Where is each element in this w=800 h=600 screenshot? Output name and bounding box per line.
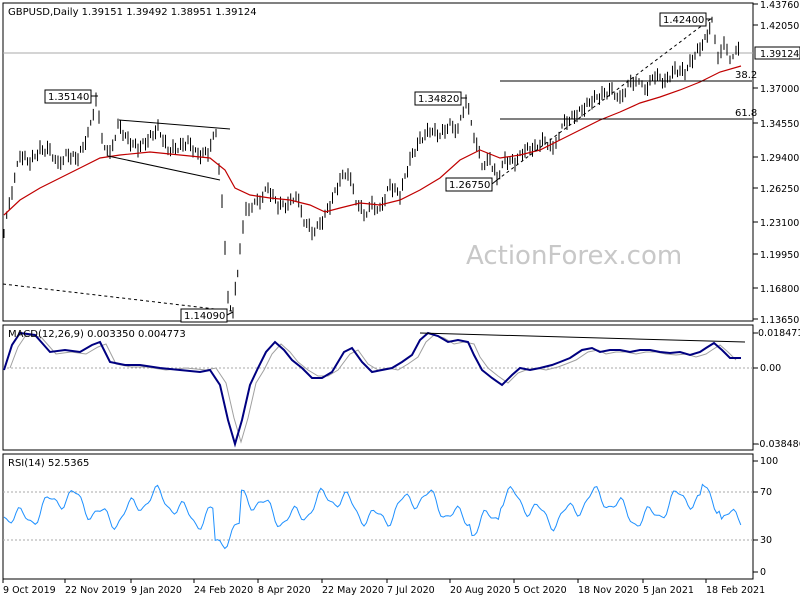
y-tick-label: 1.19950 — [760, 250, 799, 261]
rsi-line — [3, 483, 742, 550]
y-tick-label: 1.42050 — [760, 21, 799, 32]
macd-trendline — [419, 332, 746, 343]
x-tick-label: 24 Feb 2020 — [194, 585, 253, 596]
rally-dashed-line — [496, 17, 713, 181]
y-tick-label: 1.26250 — [760, 184, 799, 195]
fib-61-label: 61.8 — [735, 108, 757, 119]
y-tick-label: 1.37000 — [760, 84, 799, 95]
y-tick-label: 1.16800 — [760, 284, 799, 295]
channel-upper-line — [118, 119, 231, 130]
rsi-y-tick-label: 0 — [760, 567, 766, 578]
macd-y-tick-label: 0.00 — [760, 363, 781, 374]
fib-38-label: 38.2 — [735, 70, 757, 81]
rsi-panel: RSI(14) 52.5365 100 70 30 0 — [2, 453, 778, 580]
price-candles — [3, 16, 739, 319]
annotation-label: 1.34820 — [418, 94, 459, 105]
rsi-panel-frame — [2, 453, 754, 580]
x-tick-label: 9 Jan 2020 — [131, 585, 182, 596]
price-panel-frame — [2, 2, 754, 322]
annotation-box — [180, 308, 228, 323]
annotation-low-2: 1.14090 — [180, 308, 234, 323]
x-tick-label: 5 Oct 2020 — [514, 585, 567, 596]
x-tick-label: 22 Nov 2019 — [65, 585, 126, 596]
price-panel: ActionForex.com 38.2 61.8 GBPUSD,Daily 1… — [2, 0, 800, 326]
price-title: GBPUSD,Daily 1.39151 1.39492 1.38951 1.3… — [8, 7, 257, 18]
annotation-box — [445, 177, 493, 192]
annotation-label: 1.42400 — [663, 15, 704, 26]
annotation-high-1: 1.35140 — [44, 89, 98, 104]
annotation-label: 1.26750 — [449, 180, 490, 191]
annotation-label: 1.14090 — [184, 311, 225, 322]
annotation-high-3: 1.42400 — [659, 12, 712, 27]
macd-y-tick-label: -0.038486 — [756, 439, 800, 450]
x-tick-label: 7 Jul 2020 — [387, 585, 435, 596]
annotation-box — [414, 91, 462, 106]
y-tick-label: 1.23100 — [760, 218, 799, 229]
rsi-title: RSI(14) 52.5365 — [8, 458, 89, 469]
x-tick-label: 9 Oct 2019 — [3, 585, 56, 596]
annotation-high-2: 1.34820 — [414, 91, 467, 106]
macd-title: MACD(12,26,9) 0.003350 0.004773 — [8, 329, 186, 340]
rsi-y-tick-label: 100 — [760, 456, 778, 467]
macd-line — [3, 331, 741, 448]
macd-panel-frame — [2, 324, 754, 451]
x-tick-label: 18 Nov 2020 — [578, 585, 639, 596]
moving-average-line — [3, 65, 742, 216]
annotation-box — [659, 12, 707, 27]
rsi-y-tick-label: 70 — [760, 487, 772, 498]
y-tick-label: 1.43760 — [760, 0, 799, 11]
y-tick-label: 1.34550 — [760, 119, 799, 130]
channel-lower-line — [107, 155, 221, 181]
watermark: ActionForex.com — [466, 241, 682, 271]
x-tick-label: 18 Feb 2021 — [706, 585, 765, 596]
price-y-axis: 1.43760 1.42050 1.39124 1.37000 1.34550 … — [753, 0, 800, 326]
x-axis: 9 Oct 2019 22 Nov 2019 9 Jan 2020 24 Feb 20… — [2, 579, 765, 596]
long-support-dashed-line — [2, 283, 233, 312]
annotation-box — [44, 89, 92, 104]
annotation-label: 1.35140 — [48, 92, 89, 103]
annotation-low-1: 1.26750 — [445, 177, 498, 192]
macd-panel: MACD(12,26,9) 0.003350 0.004773 0.018471… — [2, 324, 800, 451]
x-tick-label: 8 Apr 2020 — [258, 585, 311, 596]
last-price-label: 1.39124 — [760, 49, 799, 60]
last-price-box — [754, 46, 800, 60]
x-tick-label: 20 Aug 2020 — [450, 585, 511, 596]
y-tick-label: 1.13650 — [760, 315, 799, 326]
rsi-y-tick-label: 30 — [760, 535, 772, 546]
x-tick-label: 22 May 2020 — [322, 585, 384, 596]
macd-y-tick-label: 0.018471 — [758, 328, 800, 339]
y-tick-label: 1.29400 — [760, 153, 799, 164]
x-tick-label: 5 Jan 2021 — [643, 585, 694, 596]
